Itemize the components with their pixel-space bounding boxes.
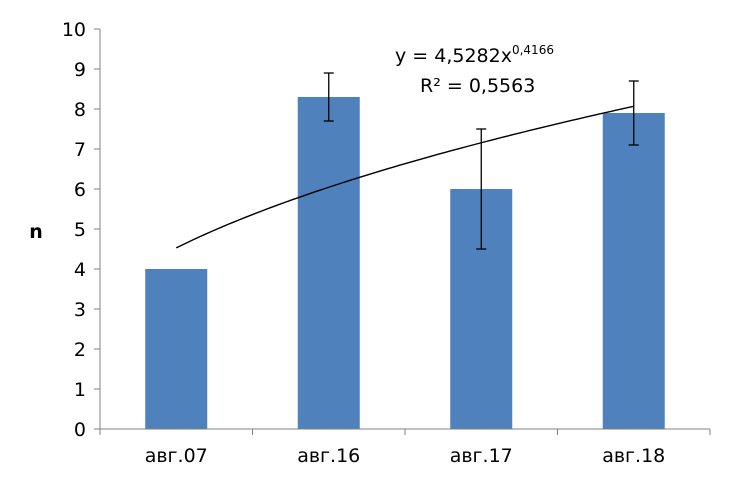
x-category-label: авг.16 — [297, 445, 360, 467]
error-bar-авг.16 — [323, 72, 334, 122]
bar-авг.18 — [602, 113, 665, 429]
trendline-equation-main: y = 4,5282x — [395, 45, 512, 67]
bar-авг.16 — [297, 97, 360, 429]
error-bars-layer — [323, 72, 639, 250]
y-tick-label: 9 — [74, 59, 86, 81]
y-tick-label: 2 — [74, 339, 86, 361]
x-category-label: авг.17 — [450, 445, 513, 467]
error-bar-авг.17 — [476, 128, 487, 250]
trendline-equation-exponent: 0,4166 — [512, 43, 554, 57]
y-tick-label: 6 — [74, 179, 86, 201]
trendline-curve — [175, 105, 634, 249]
x-category-label: авг.18 — [602, 445, 665, 467]
trendline-equation: y = 4,5282x0,4166 R² = 0,5563 — [395, 43, 554, 97]
y-axis-label: n — [29, 221, 43, 243]
bars-layer — [145, 97, 665, 429]
error-bar-авг.18 — [628, 80, 639, 146]
y-tick-label: 10 — [62, 19, 86, 41]
y-tick-label: 3 — [74, 299, 86, 321]
y-tick-label: 7 — [74, 139, 86, 161]
y-tick-label: 5 — [74, 219, 86, 241]
trendline-r2-text: R² = 0,5563 — [420, 75, 535, 97]
x-category-label: авг.07 — [145, 445, 208, 467]
trendline-layer — [175, 105, 634, 249]
y-tick-label: 1 — [74, 379, 86, 401]
y-tick-label: 4 — [74, 259, 86, 281]
bar-авг.07 — [145, 269, 208, 429]
trendline-equation-text: y = 4,5282x0,4166 — [395, 43, 554, 67]
y-tick-label: 8 — [74, 99, 86, 121]
axes-layer: 0 1 2 3 4 5 6 7 8 9 10 авг.07 авг.16 авг.17 авг.18 — [62, 19, 711, 467]
y-tick-label: 0 — [74, 419, 86, 441]
